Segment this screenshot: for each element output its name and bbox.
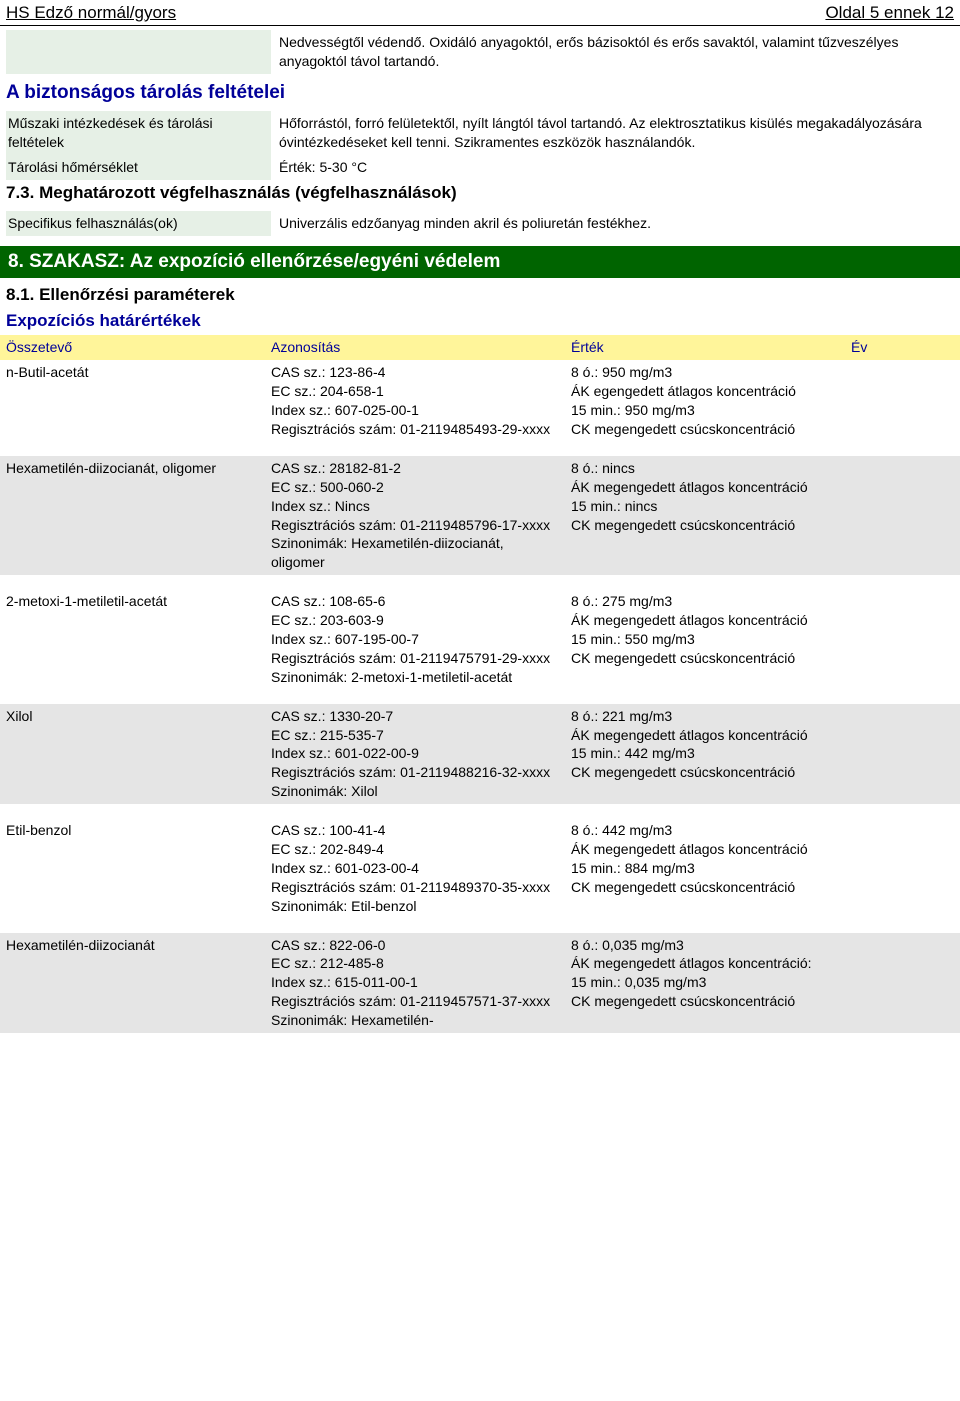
table-row: Hexametilén-diizocianátCAS sz.: 822-06-0… <box>0 933 960 1033</box>
cell-identification: CAS sz.: 123-86-4 EC sz.: 204-658-1 Inde… <box>265 360 565 442</box>
cell-identification: CAS sz.: 108-65-6 EC sz.: 203-603-9 Inde… <box>265 589 565 689</box>
spacer-row <box>0 575 960 589</box>
th-year: Év <box>845 335 960 360</box>
table-row: Etil-benzolCAS sz.: 100-41-4 EC sz.: 202… <box>0 818 960 918</box>
cell-component: n-Butil-acetát <box>0 360 265 442</box>
sec73-r1-label: Specifikus felhasználás(ok) <box>6 211 271 236</box>
spacer-row <box>0 919 960 933</box>
th-component: Összetevő <box>0 335 265 360</box>
cell-value: 8 ó.: 442 mg/m3 ÁK megengedett átlagos k… <box>565 818 845 918</box>
storage-block: Műszaki intézkedések és tárolási feltéte… <box>0 107 960 180</box>
cell-year <box>845 456 960 575</box>
cell-component: Hexametilén-diizocianát, oligomer <box>0 456 265 575</box>
th-identification: Azonosítás <box>265 335 565 360</box>
storage-r1-val: Hőforrástól, forró felületektől, nyílt l… <box>271 111 954 155</box>
cell-year <box>845 818 960 918</box>
table-row: Hexametilén-diizocianát, oligomerCAS sz.… <box>0 456 960 575</box>
doc-title: HS Edző normál/gyors <box>6 2 176 25</box>
table-header-row: Összetevő Azonosítás Érték Év <box>0 335 960 360</box>
cell-value: 8 ó.: 950 mg/m3 ÁK egengedett átlagos ko… <box>565 360 845 442</box>
intro-block: Nedvességtől védendő. Oxidáló anyagoktól… <box>0 26 960 74</box>
cell-component: Xilol <box>0 704 265 804</box>
exposure-table: Összetevő Azonosítás Érték Év n-Butil-ac… <box>0 335 960 1033</box>
cell-component: 2-metoxi-1-metiletil-acetát <box>0 589 265 689</box>
table-row: n-Butil-acetátCAS sz.: 123-86-4 EC sz.: … <box>0 360 960 442</box>
spacer-row <box>0 690 960 704</box>
cell-year <box>845 933 960 1033</box>
cell-value: 8 ó.: 221 mg/m3 ÁK megengedett átlagos k… <box>565 704 845 804</box>
cell-component: Hexametilén-diizocianát <box>0 933 265 1033</box>
cell-identification: CAS sz.: 1330-20-7 EC sz.: 215-535-7 Ind… <box>265 704 565 804</box>
intro-text: Nedvességtől védendő. Oxidáló anyagoktól… <box>271 30 954 74</box>
storage-heading: A biztonságos tárolás feltételei <box>0 74 960 108</box>
cell-identification: CAS sz.: 28182-81-2 EC sz.: 500-060-2 In… <box>265 456 565 575</box>
th-value: Érték <box>565 335 845 360</box>
empty-label <box>6 30 271 74</box>
exposure-heading: Expozíciós határértékek <box>0 308 960 335</box>
cell-value: 8 ó.: 0,035 mg/m3 ÁK megengedett átlagos… <box>565 933 845 1033</box>
cell-component: Etil-benzol <box>0 818 265 918</box>
cell-year <box>845 704 960 804</box>
sec73-r1-val: Univerzális edzőanyag minden akril és po… <box>271 211 954 236</box>
cell-value: 8 ó.: nincs ÁK megengedett átlagos konce… <box>565 456 845 575</box>
cell-year <box>845 589 960 689</box>
storage-r2-label: Tárolási hőmérséklet <box>6 155 271 180</box>
storage-r2-val: Érték: 5-30 °C <box>271 155 954 180</box>
cell-identification: CAS sz.: 100-41-4 EC sz.: 202-849-4 Inde… <box>265 818 565 918</box>
page-header: HS Edző normál/gyors Oldal 5 ennek 12 <box>0 0 960 26</box>
table-row: 2-metoxi-1-metiletil-acetátCAS sz.: 108-… <box>0 589 960 689</box>
page-number: Oldal 5 ennek 12 <box>825 2 954 25</box>
sec73-heading: 7.3. Meghatározott végfelhasználás (végf… <box>0 180 960 207</box>
table-row: XilolCAS sz.: 1330-20-7 EC sz.: 215-535-… <box>0 704 960 804</box>
sec81-heading: 8.1. Ellenőrzési paraméterek <box>0 282 960 309</box>
cell-value: 8 ó.: 275 mg/m3 ÁK megengedett átlagos k… <box>565 589 845 689</box>
spacer-row <box>0 804 960 818</box>
page: HS Edző normál/gyors Oldal 5 ennek 12 Ne… <box>0 0 960 1033</box>
spacer-row <box>0 442 960 456</box>
sec73-block: Specifikus felhasználás(ok) Univerzális … <box>0 207 960 236</box>
cell-identification: CAS sz.: 822-06-0 EC sz.: 212-485-8 Inde… <box>265 933 565 1033</box>
table-body: n-Butil-acetátCAS sz.: 123-86-4 EC sz.: … <box>0 360 960 1033</box>
section8-bar: 8. SZAKASZ: Az expozíció ellenőrzése/egy… <box>0 246 960 278</box>
storage-r1-label: Műszaki intézkedések és tárolási feltéte… <box>6 111 271 155</box>
cell-year <box>845 360 960 442</box>
